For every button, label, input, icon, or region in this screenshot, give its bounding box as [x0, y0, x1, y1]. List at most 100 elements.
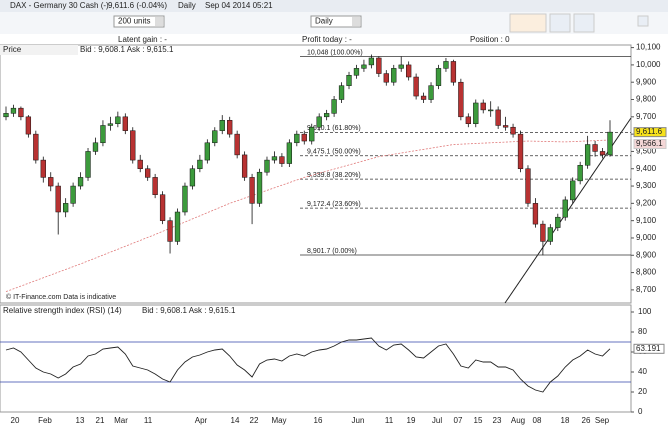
candle-body: [279, 156, 285, 164]
candle-body: [70, 185, 76, 204]
x-tick-label: 22: [250, 416, 259, 425]
x-tick-label: 11: [144, 416, 153, 425]
candle-body: [63, 203, 69, 213]
candle-body: [241, 154, 248, 178]
units-value: 200 units: [118, 17, 150, 26]
y-tick-label: 8,900: [636, 250, 657, 259]
x-tick-label: 11: [385, 416, 394, 425]
candle-body: [33, 133, 39, 161]
x-tick-label: 08: [533, 416, 542, 425]
candle-body: [607, 131, 613, 156]
candle-body: [555, 216, 561, 228]
price-panel: [0, 44, 632, 304]
candle-body: [338, 85, 345, 100]
dropdown-arrow[interactable]: [352, 17, 360, 26]
ma-last-label: 9,566.1: [636, 139, 663, 148]
x-tick-label: 23: [493, 416, 502, 425]
candle-body: [77, 177, 84, 187]
profit-today: Profit today : -: [302, 35, 352, 44]
x-tick-label: 20: [11, 416, 20, 425]
candle-body: [443, 61, 449, 69]
x-tick-label: 14: [231, 416, 240, 425]
units-dropdown[interactable]: [113, 15, 165, 28]
candle-body: [107, 123, 114, 126]
y-tick-label: 8,700: [636, 285, 657, 294]
x-tick-label: Jul: [432, 416, 442, 425]
candle-body: [525, 168, 531, 204]
candle-body: [495, 109, 501, 126]
candle-body: [368, 57, 375, 66]
fib-label: 9,610.1 (61.80%): [307, 125, 361, 132]
price-panel-title: Price: [3, 45, 22, 54]
candle-body: [383, 73, 389, 83]
y-tick-label: 100: [638, 307, 652, 316]
x-tick-label: Aug: [511, 416, 525, 425]
candle-body: [25, 116, 32, 135]
y-tick-label: 9,800: [636, 95, 657, 104]
candle-body: [18, 107, 24, 118]
candle-body: [599, 151, 606, 156]
candle-body: [212, 130, 218, 144]
candle-body: [323, 113, 330, 118]
candle-body: [376, 57, 382, 74]
x-tick-label: Jun: [352, 416, 365, 425]
x-tick-label: 13: [76, 416, 85, 425]
candle-body: [488, 109, 494, 112]
x-tick-label: 16: [314, 416, 323, 425]
position: Position : 0: [470, 35, 510, 44]
x-tick-label: May: [271, 416, 286, 425]
y-tick-label: 9,000: [636, 233, 657, 242]
x-tick-label: Sep: [595, 416, 610, 425]
candle-body: [294, 133, 300, 144]
candle-body: [137, 159, 143, 169]
close-icon[interactable]: [637, 15, 649, 27]
instrument-quote: 9,611.6 (-0.04%): [108, 1, 167, 10]
export-icon[interactable]: [573, 13, 595, 33]
candle-body: [346, 75, 352, 86]
rsi-line: [5, 337, 611, 393]
y-tick-label: 9,700: [636, 112, 657, 121]
candle-body: [353, 68, 360, 76]
chart-tool-icon[interactable]: [509, 13, 547, 33]
candle-body: [502, 125, 509, 128]
candle-body: [234, 133, 240, 156]
rsi-last-box: [633, 343, 665, 354]
x-tick-label: 21: [96, 416, 105, 425]
y-tick-label: 0: [638, 407, 643, 416]
dropdown-arrow[interactable]: [155, 17, 163, 26]
y-tick-label: 20: [638, 387, 647, 396]
instrument-title: DAX - Germany 30 Cash (-): [10, 1, 109, 10]
y-tick-label: 9,500: [636, 147, 657, 156]
candle-body: [420, 95, 427, 100]
candle-body: [286, 142, 293, 164]
candle-body: [167, 220, 173, 242]
timeframe-value: Daily: [315, 17, 333, 26]
candle-body: [331, 99, 337, 114]
candle-body: [301, 133, 307, 142]
candle-body: [391, 68, 397, 83]
candle-body: [406, 64, 412, 78]
candle-body: [145, 168, 151, 178]
candle-body: [562, 199, 568, 218]
candle-body: [570, 180, 576, 201]
last-price-label: 9,611.6: [636, 127, 663, 136]
candle-body: [398, 64, 404, 69]
candle-body: [361, 64, 367, 69]
timeframe-dropdown[interactable]: [310, 15, 362, 28]
fib-label: 9,475.1 (50.00%): [307, 149, 361, 156]
candle-body: [540, 223, 546, 242]
rsi-panel: [0, 304, 632, 413]
candle-body: [271, 156, 278, 161]
candle-body: [450, 61, 457, 83]
y-tick-label: 9,400: [636, 164, 657, 173]
settings-icon[interactable]: [549, 13, 571, 33]
x-tick-label: 07: [454, 416, 463, 425]
moving-average: [5, 139, 611, 292]
candle-body: [532, 203, 539, 225]
last-price-box: [633, 127, 667, 138]
timestamp: Sep 04 2014 05:21: [205, 1, 273, 10]
fib-label: 9,172.4 (23.60%): [307, 201, 361, 208]
candle-body: [517, 133, 524, 169]
candle-body: [182, 185, 188, 213]
